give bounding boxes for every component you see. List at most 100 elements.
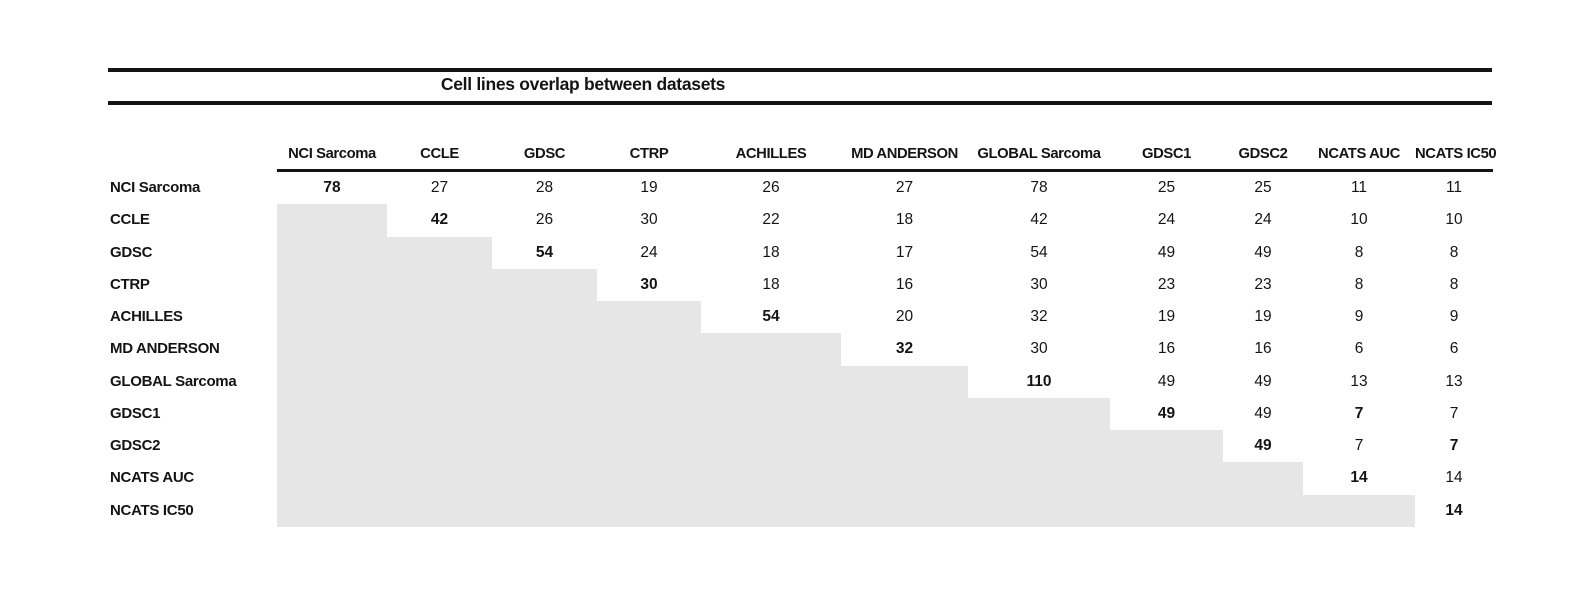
table-row-ctrp: CTRP 30 18 16 30 23 23 8 8	[108, 268, 1493, 302]
column-header-ncats-ic50: NCATS IC50	[1415, 140, 1497, 172]
cell-gdsc-gdsc1: 49	[1157, 243, 1176, 261]
shaded-cell	[841, 430, 968, 463]
shaded-cell	[701, 494, 841, 527]
cell-gdsc-ncats-ic50: 8	[1449, 243, 1459, 261]
row-label-nci-sarcoma: NCI Sarcoma	[110, 179, 201, 196]
shaded-cell	[841, 365, 968, 398]
cell-ccle-ccle: 42	[430, 211, 449, 229]
shaded-cell	[968, 397, 1110, 431]
cell-ctrp-achilles: 18	[762, 275, 780, 293]
cell-gdsc-ctrp: 24	[640, 243, 658, 261]
shaded-cell	[1303, 494, 1415, 527]
table-row-global-sarcoma: GLOBAL Sarcoma 110 49 49 13 13	[108, 365, 1493, 398]
shaded-cell	[968, 462, 1110, 495]
row-label-gdsc1: GDSC1	[110, 404, 161, 422]
cell-achilles-ncats-auc: 9	[1354, 308, 1364, 326]
shaded-cell	[387, 494, 492, 527]
cell-ctrp-gdsc1: 23	[1157, 275, 1176, 293]
title-rule-bottom	[108, 101, 1492, 105]
shaded-cell	[1223, 462, 1303, 495]
cell-ncats-auc-ncats-ic50: 14	[1445, 469, 1463, 487]
cell-ccle-global-sarcoma: 42	[1030, 211, 1048, 229]
cell-achilles-gdsc1: 19	[1157, 308, 1176, 326]
cell-ccle-gdsc: 26	[535, 211, 554, 229]
cell-gdsc1-ncats-ic50: 7	[1449, 404, 1459, 422]
cell-ccle-achilles: 22	[762, 211, 780, 229]
column-header-gdsc: GDSC	[492, 140, 597, 172]
shaded-cell	[387, 301, 492, 334]
shaded-cell	[387, 268, 492, 302]
shaded-cell	[277, 236, 387, 269]
cell-gdsc2-gdsc2: 49	[1254, 437, 1272, 455]
row-label-global-sarcoma: GLOBAL Sarcoma	[110, 372, 237, 390]
cell-md-anderson-gdsc1: 16	[1157, 340, 1176, 358]
cell-ctrp-ctrp: 30	[640, 275, 658, 293]
shaded-cell	[492, 462, 597, 495]
cell-nci-sarcoma-nci-sarcoma: 78	[323, 179, 341, 196]
cell-gdsc-global-sarcoma: 54	[1030, 243, 1048, 261]
shaded-cell	[701, 430, 841, 463]
cell-nci-sarcoma-gdsc2: 25	[1254, 179, 1272, 196]
column-header-gdsc2: GDSC2	[1223, 140, 1303, 172]
shaded-cell	[277, 204, 387, 237]
cell-gdsc2-ncats-auc: 7	[1354, 437, 1364, 455]
column-header-ctrp: CTRP	[597, 140, 701, 172]
cell-nci-sarcoma-global-sarcoma: 78	[1030, 179, 1048, 196]
row-label-ctrp: CTRP	[110, 275, 150, 293]
cell-nci-sarcoma-gdsc1: 25	[1157, 179, 1176, 196]
shaded-cell	[492, 430, 597, 463]
cell-achilles-gdsc2: 19	[1254, 308, 1272, 326]
cell-nci-sarcoma-md-anderson: 27	[895, 179, 914, 196]
shaded-cell	[701, 397, 841, 431]
row-label-md-anderson: MD ANDERSON	[110, 340, 220, 358]
cell-ctrp-ncats-ic50: 8	[1449, 275, 1459, 293]
cell-md-anderson-ncats-auc: 6	[1354, 340, 1364, 358]
shaded-cell	[841, 462, 968, 495]
cell-global-sarcoma-ncats-auc: 13	[1350, 372, 1368, 390]
cell-gdsc-gdsc: 54	[535, 243, 554, 261]
shaded-cell	[387, 430, 492, 463]
shaded-cell	[277, 494, 387, 527]
shaded-cell	[492, 268, 597, 302]
shaded-cell	[597, 462, 701, 495]
shaded-cell	[277, 397, 387, 431]
shaded-cell	[277, 301, 387, 334]
cell-global-sarcoma-gdsc2: 49	[1254, 372, 1272, 390]
cell-md-anderson-gdsc2: 16	[1254, 340, 1272, 358]
shaded-cell	[841, 397, 968, 431]
shaded-cell	[277, 430, 387, 463]
shaded-cell	[1223, 494, 1303, 527]
cell-nci-sarcoma-ncats-ic50: 11	[1445, 179, 1463, 196]
cell-gdsc-ncats-auc: 8	[1354, 243, 1364, 261]
shaded-cell	[1110, 462, 1223, 495]
shaded-cell	[387, 462, 492, 495]
shaded-cell	[277, 365, 387, 398]
table-row-achilles: ACHILLES 54 20 32 19 19 9 9	[108, 301, 1493, 334]
cell-gdsc-gdsc2: 49	[1254, 243, 1272, 261]
cell-achilles-achilles: 54	[762, 308, 780, 326]
cell-global-sarcoma-gdsc1: 49	[1157, 372, 1176, 390]
title-rule-top	[108, 68, 1492, 72]
row-label-ncats-ic50: NCATS IC50	[110, 501, 194, 519]
shaded-cell	[1110, 430, 1223, 463]
column-header-nci-sarcoma: NCI Sarcoma	[277, 140, 387, 172]
cell-gdsc2-ncats-ic50: 7	[1449, 437, 1459, 455]
cell-nci-sarcoma-ctrp: 19	[640, 179, 658, 196]
shaded-cell	[597, 301, 701, 334]
table-row-ccle: CCLE 42 26 30 22 18 42 24 24 10 10	[108, 204, 1493, 237]
cell-global-sarcoma-global-sarcoma: 110	[1026, 372, 1052, 390]
shaded-cell	[597, 397, 701, 431]
table-row-nci-sarcoma: NCI Sarcoma 78 27 28 19 26 27 78 25 25 11 11	[108, 172, 1493, 204]
table-header-row: NCI Sarcoma CCLE GDSC CTRP ACHILLES MD ANDERS…	[108, 140, 1497, 172]
shaded-cell	[492, 301, 597, 334]
cell-md-anderson-md-anderson: 32	[895, 340, 914, 358]
cell-ctrp-gdsc2: 23	[1254, 275, 1272, 293]
row-label-achilles: ACHILLES	[110, 308, 183, 326]
table-row-gdsc: GDSC 54 24 18 17 54 49 49 8 8	[108, 236, 1493, 269]
shaded-cell	[387, 236, 492, 269]
shaded-cell	[277, 462, 387, 495]
cell-ccle-ncats-ic50: 10	[1445, 211, 1463, 229]
cell-ctrp-md-anderson: 16	[895, 275, 914, 293]
cell-ctrp-ncats-auc: 8	[1354, 275, 1364, 293]
